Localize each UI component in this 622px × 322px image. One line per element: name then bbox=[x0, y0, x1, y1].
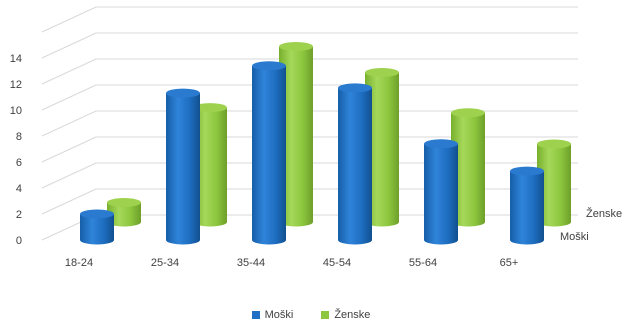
y-tick-label: 12 bbox=[10, 79, 22, 91]
bar-zenske bbox=[107, 198, 141, 227]
bar-moski-body bbox=[252, 65, 286, 240]
gridline bbox=[41, 136, 578, 163]
legend-swatch-zenske bbox=[321, 311, 330, 319]
bar-zenske-top bbox=[365, 68, 399, 77]
bar-moski-top bbox=[80, 209, 114, 219]
y-tick-label: 0 bbox=[16, 235, 22, 247]
bar-moski-body bbox=[166, 93, 200, 240]
y-tick-label: 10 bbox=[10, 105, 22, 117]
bar-moski-top bbox=[166, 88, 200, 98]
bars bbox=[80, 42, 571, 245]
y-axis-ticks: 0 2 4 6 8 10 12 14 bbox=[10, 53, 22, 247]
x-tick-label: 18-24 bbox=[65, 257, 93, 269]
bar-moski bbox=[252, 61, 286, 245]
y-tick-label: 4 bbox=[16, 183, 22, 195]
legend-label-zenske: Ženske bbox=[334, 309, 371, 321]
legend-item-moski: Moški bbox=[251, 309, 294, 321]
bar-moski-body bbox=[424, 143, 458, 240]
bar-moski-top bbox=[252, 61, 286, 71]
bar-moski bbox=[424, 139, 458, 245]
x-tick-label: 25-34 bbox=[151, 257, 179, 269]
bar-moski bbox=[80, 209, 114, 245]
gridline bbox=[41, 110, 578, 137]
gridline bbox=[41, 32, 578, 59]
grid-lines bbox=[41, 6, 578, 241]
gridline bbox=[41, 162, 578, 189]
bar-moski bbox=[166, 88, 200, 245]
gridline bbox=[41, 84, 578, 111]
gridline bbox=[41, 6, 578, 33]
bar-zenske-top bbox=[451, 108, 485, 118]
legend: Moški Ženske bbox=[0, 309, 622, 321]
y-tick-label: 6 bbox=[16, 157, 22, 169]
bar-moski-top bbox=[510, 166, 544, 176]
y-tick-label: 14 bbox=[10, 53, 22, 65]
x-tick-label: 55-64 bbox=[409, 257, 437, 269]
legend-swatch-moski bbox=[251, 311, 260, 319]
bar-moski bbox=[338, 83, 372, 245]
depth-label-moski: Moški bbox=[560, 231, 589, 243]
bar-zenske-top bbox=[107, 198, 141, 207]
x-tick-label: 35-44 bbox=[237, 257, 265, 269]
gridline bbox=[41, 58, 578, 85]
bar-moski-body bbox=[338, 87, 372, 241]
bar-zenske-top bbox=[193, 103, 227, 113]
bar-zenske bbox=[537, 139, 571, 227]
bar-zenske-top bbox=[537, 139, 571, 149]
legend-label-moski: Moški bbox=[264, 309, 294, 321]
y-tick-label: 8 bbox=[16, 131, 22, 143]
bar-zenske-body bbox=[107, 202, 141, 222]
x-tick-label: 45-54 bbox=[323, 257, 351, 269]
bar-moski-top bbox=[338, 83, 372, 93]
x-tick-label: 65+ bbox=[500, 257, 519, 269]
x-axis-ticks: 18-24 25-34 35-44 45-54 55-64 65+ bbox=[65, 257, 518, 269]
bar-moski bbox=[510, 166, 544, 245]
gridline bbox=[41, 188, 578, 215]
bar-moski-body bbox=[510, 171, 544, 240]
depth-label-zenske: Ženske bbox=[586, 207, 622, 220]
bar-moski-top bbox=[424, 139, 458, 149]
legend-item-zenske: Ženske bbox=[321, 309, 370, 321]
y-tick-label: 2 bbox=[16, 209, 22, 221]
bar-zenske-top bbox=[279, 42, 313, 51]
